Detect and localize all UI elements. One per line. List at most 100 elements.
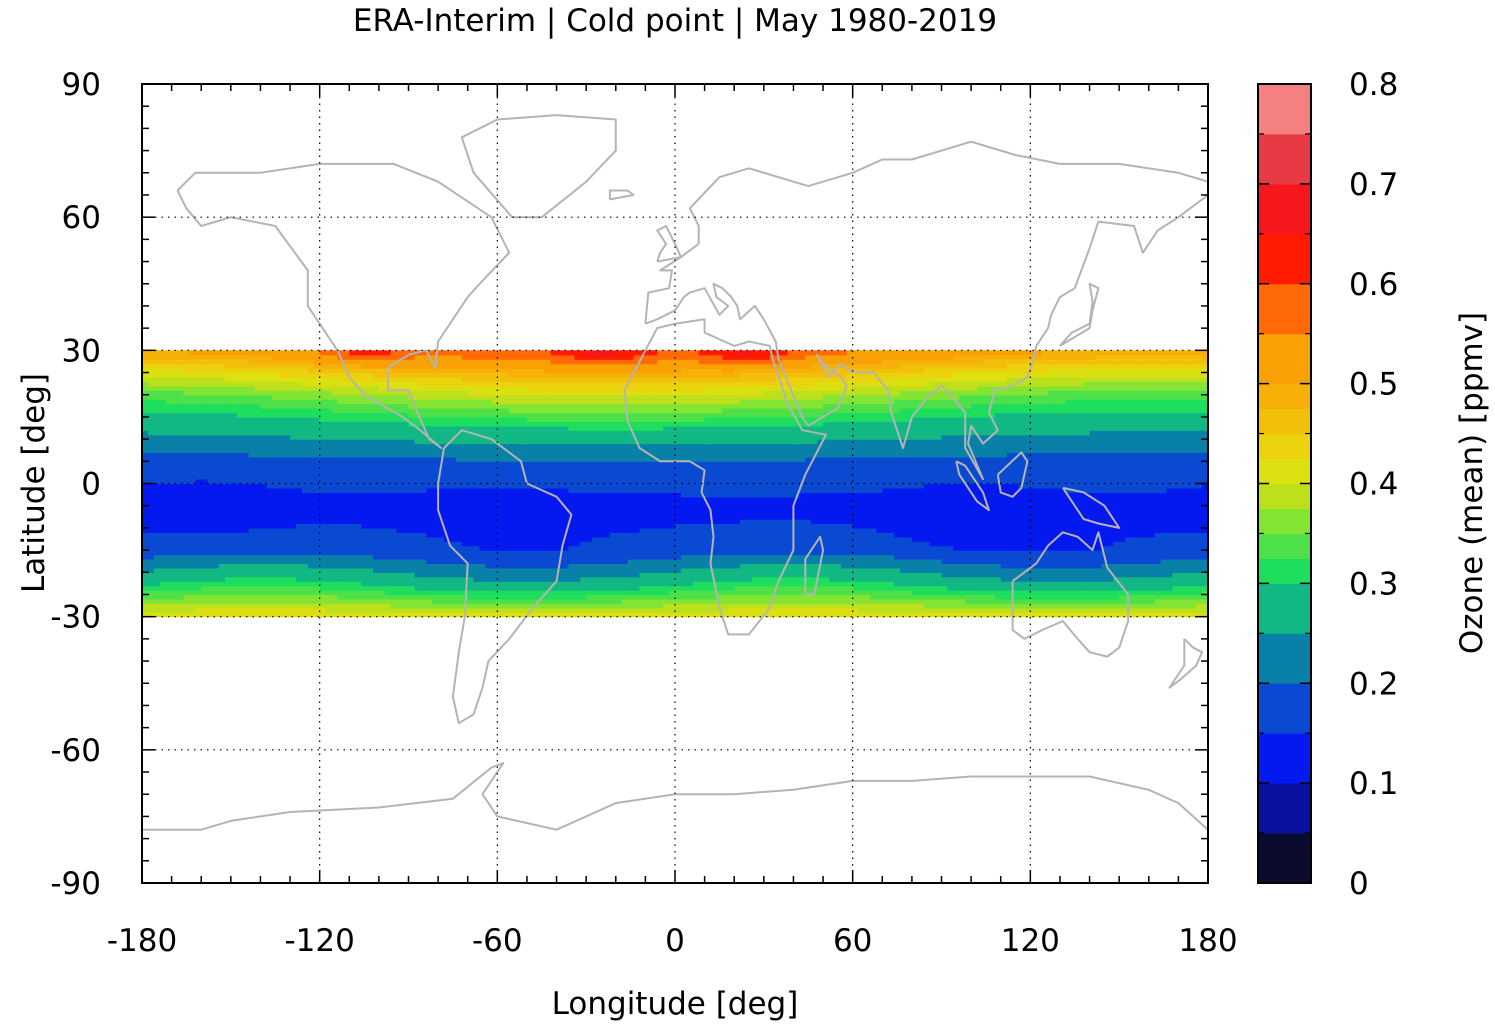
field-cell — [331, 585, 339, 591]
field-cell — [586, 594, 593, 600]
field-cell — [1101, 603, 1108, 609]
field-cell — [218, 541, 226, 547]
field-cell — [1089, 572, 1097, 578]
field-cell — [994, 541, 1002, 547]
field-cell — [781, 585, 789, 591]
field-cell — [1077, 607, 1085, 613]
field-cell — [301, 510, 309, 516]
field-cell — [598, 514, 605, 520]
field-cell — [1136, 523, 1144, 529]
field-cell — [900, 514, 907, 520]
field-cell — [1006, 550, 1014, 556]
field-cell — [1054, 567, 1061, 573]
field-cell — [1036, 527, 1043, 533]
field-cell — [1113, 523, 1120, 529]
field-cell — [1184, 501, 1191, 507]
field-cell — [444, 523, 451, 529]
field-cell — [509, 496, 516, 502]
field-cell — [1154, 563, 1162, 569]
field-cell — [769, 558, 777, 564]
field-cell — [982, 554, 990, 560]
field-cell — [651, 550, 658, 556]
field-cell — [1048, 594, 1055, 600]
field-cell — [911, 501, 919, 507]
field-cell — [817, 576, 824, 582]
field-cell — [165, 519, 173, 525]
field-cell — [467, 603, 475, 609]
field-cell — [645, 541, 652, 547]
field-cell — [1142, 545, 1150, 551]
field-cell — [562, 558, 569, 564]
field-cell — [544, 585, 552, 591]
field-cell — [325, 603, 333, 609]
field-cell — [935, 581, 943, 587]
field-cell — [538, 514, 546, 520]
field-cell — [905, 572, 913, 578]
field-cell — [929, 567, 937, 573]
field-cell — [917, 554, 925, 560]
field-cell — [367, 607, 374, 613]
field-cell — [982, 536, 990, 542]
field-cell — [177, 527, 185, 533]
field-cell — [343, 514, 350, 520]
field-cell — [1065, 505, 1073, 511]
field-cell — [870, 590, 877, 596]
field-cell — [645, 505, 652, 511]
field-cell — [278, 523, 285, 529]
field-cell — [621, 567, 629, 573]
field-cell — [295, 607, 303, 613]
field-cell — [515, 603, 522, 609]
field-cell — [888, 527, 895, 533]
field-cell — [988, 514, 996, 520]
field-cell — [420, 541, 427, 547]
field-cell — [977, 567, 984, 573]
field-cell — [438, 532, 445, 538]
field-cell — [497, 545, 504, 551]
field-cell — [799, 550, 806, 556]
field-cell — [337, 496, 344, 502]
field-cell — [1006, 567, 1014, 573]
field-cell — [165, 603, 173, 609]
field-cell — [444, 550, 451, 556]
field-cell — [633, 510, 641, 516]
field-cell — [609, 581, 617, 587]
field-cell — [580, 585, 587, 591]
field-cell — [917, 527, 925, 533]
field-cell — [609, 554, 617, 560]
field-cell — [805, 536, 812, 542]
field-cell — [384, 510, 392, 516]
field-cell — [1131, 514, 1138, 520]
field-cell — [615, 603, 623, 609]
field-cell — [592, 612, 599, 618]
field-cell — [787, 527, 795, 533]
field-cell — [823, 598, 830, 604]
field-cell — [1030, 532, 1037, 538]
field-cell — [941, 603, 949, 609]
field-cell — [550, 612, 558, 618]
field-cell — [947, 576, 954, 582]
field-cell — [769, 532, 777, 538]
field-cell — [781, 492, 789, 498]
field-cell — [319, 603, 327, 609]
field-cell — [716, 598, 723, 604]
field-cell — [390, 523, 398, 529]
field-cell — [343, 501, 350, 507]
field-cell — [870, 519, 877, 525]
field-cell — [224, 550, 232, 556]
field-cell — [1136, 594, 1144, 600]
field-cell — [556, 527, 564, 533]
field-cell — [449, 501, 457, 507]
field-cell — [165, 523, 173, 529]
field-cell — [615, 523, 623, 529]
field-cell — [864, 541, 872, 547]
field-cell — [663, 572, 670, 578]
field-cell — [917, 532, 925, 538]
field-cell — [242, 527, 250, 533]
field-cell — [1083, 527, 1091, 533]
field-cell — [988, 554, 996, 560]
field-cell — [751, 550, 759, 556]
field-cell — [444, 590, 451, 596]
field-cell — [384, 607, 392, 613]
field-cell — [840, 590, 848, 596]
field-cell — [751, 567, 759, 573]
